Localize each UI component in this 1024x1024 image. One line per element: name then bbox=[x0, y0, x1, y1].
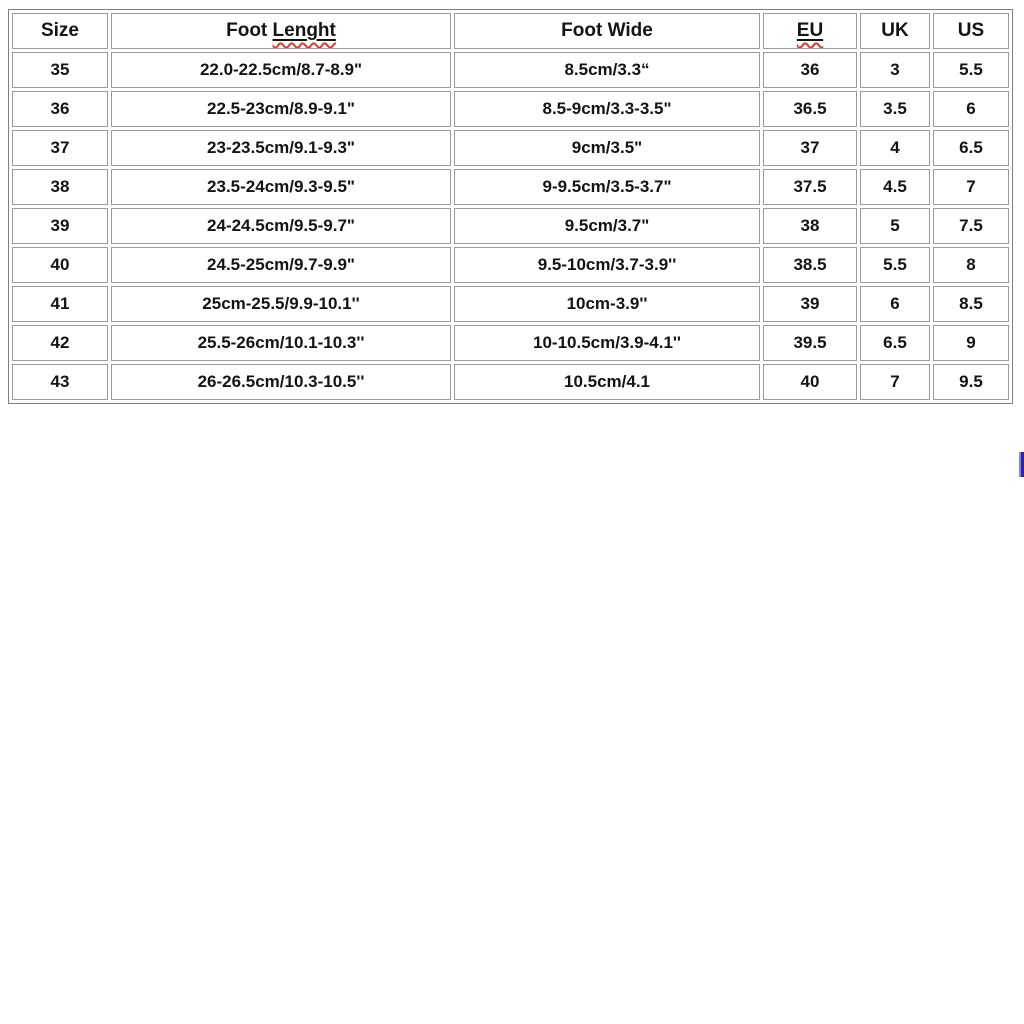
table-cell-foot-length: 23.5-24cm/9.3-9.5" bbox=[111, 169, 451, 205]
table-cell-size: 37 bbox=[12, 130, 108, 166]
table-cell-foot-length: 25cm-25.5/9.9-10.1'' bbox=[111, 286, 451, 322]
table-cell-uk: 5 bbox=[860, 208, 930, 244]
table-row: 41 25cm-25.5/9.9-10.1'' 10cm-3.9'' 39 6 8.5 bbox=[12, 286, 1009, 322]
table-cell-eu: 39 bbox=[763, 286, 857, 322]
table-cell-uk: 6.5 bbox=[860, 325, 930, 361]
column-header-us: US bbox=[933, 13, 1009, 49]
blue-edge-artifact bbox=[1019, 452, 1024, 477]
table-cell-foot-wide: 10cm-3.9'' bbox=[454, 286, 760, 322]
table-row: 39 24-24.5cm/9.5-9.7" 9.5cm/3.7" 38 5 7.5 bbox=[12, 208, 1009, 244]
table-cell-uk: 4.5 bbox=[860, 169, 930, 205]
table-cell-uk: 6 bbox=[860, 286, 930, 322]
table-cell-foot-length: 26-26.5cm/10.3-10.5'' bbox=[111, 364, 451, 400]
table-cell-foot-length: 22.5-23cm/8.9-9.1" bbox=[111, 91, 451, 127]
table-cell-foot-wide: 10.5cm/4.1 bbox=[454, 364, 760, 400]
table-cell-us: 7 bbox=[933, 169, 1009, 205]
table-cell-foot-wide: 9.5-10cm/3.7-3.9'' bbox=[454, 247, 760, 283]
table-cell-size: 41 bbox=[12, 286, 108, 322]
table-cell-eu: 37.5 bbox=[763, 169, 857, 205]
table-cell-us: 9 bbox=[933, 325, 1009, 361]
size-table-body: 35 22.0-22.5cm/8.7-8.9" 8.5cm/3.3“ 36 3 5.5 36… bbox=[12, 52, 1009, 400]
header-row: Size Foot Lenght Foot Wide EU UK US bbox=[12, 13, 1009, 49]
table-row: 36 22.5-23cm/8.9-9.1" 8.5-9cm/3.3-3.5" 36.5… bbox=[12, 91, 1009, 127]
table-cell-uk: 5.5 bbox=[860, 247, 930, 283]
table-cell-us: 6 bbox=[933, 91, 1009, 127]
column-header-foot-length: Foot Lenght bbox=[111, 13, 451, 49]
size-chart-table: Size Foot Lenght Foot Wide EU UK US 35 22… bbox=[8, 9, 1013, 404]
table-cell-size: 36 bbox=[12, 91, 108, 127]
table-cell-eu: 36 bbox=[763, 52, 857, 88]
table-cell-foot-length: 23-23.5cm/9.1-9.3" bbox=[111, 130, 451, 166]
column-header-uk: UK bbox=[860, 13, 930, 49]
table-cell-size: 35 bbox=[12, 52, 108, 88]
table-cell-eu: 40 bbox=[763, 364, 857, 400]
table-cell-us: 8 bbox=[933, 247, 1009, 283]
column-header-eu: EU bbox=[763, 13, 857, 49]
table-cell-foot-wide: 9-9.5cm/3.5-3.7" bbox=[454, 169, 760, 205]
table-cell-size: 43 bbox=[12, 364, 108, 400]
table-cell-eu: 39.5 bbox=[763, 325, 857, 361]
table-cell-uk: 7 bbox=[860, 364, 930, 400]
table-cell-foot-wide: 10-10.5cm/3.9-4.1'' bbox=[454, 325, 760, 361]
table-row: 43 26-26.5cm/10.3-10.5'' 10.5cm/4.1 40 7 9.5 bbox=[12, 364, 1009, 400]
header-foot-length-underline: Lenght bbox=[273, 20, 336, 41]
table-cell-foot-wide: 9.5cm/3.7" bbox=[454, 208, 760, 244]
column-header-foot-wide: Foot Wide bbox=[454, 13, 760, 49]
table-cell-foot-length: 25.5-26cm/10.1-10.3'' bbox=[111, 325, 451, 361]
table-cell-size: 40 bbox=[12, 247, 108, 283]
table-cell-foot-wide: 9cm/3.5" bbox=[454, 130, 760, 166]
table-cell-uk: 4 bbox=[860, 130, 930, 166]
table-cell-us: 8.5 bbox=[933, 286, 1009, 322]
header-foot-length-prefix: Foot bbox=[226, 20, 268, 41]
table-cell-foot-wide: 8.5cm/3.3“ bbox=[454, 52, 760, 88]
table-header: Size Foot Lenght Foot Wide EU UK US bbox=[12, 13, 1009, 49]
table-row: 37 23-23.5cm/9.1-9.3" 9cm/3.5" 37 4 6.5 bbox=[12, 130, 1009, 166]
table-row: 42 25.5-26cm/10.1-10.3'' 10-10.5cm/3.9-4.1… bbox=[12, 325, 1009, 361]
header-eu-underline: EU bbox=[797, 20, 823, 41]
table-cell-eu: 37 bbox=[763, 130, 857, 166]
table-cell-foot-wide: 8.5-9cm/3.3-3.5" bbox=[454, 91, 760, 127]
table-cell-eu: 36.5 bbox=[763, 91, 857, 127]
table-row: 40 24.5-25cm/9.7-9.9" 9.5-10cm/3.7-3.9'' 38… bbox=[12, 247, 1009, 283]
table-cell-foot-length: 22.0-22.5cm/8.7-8.9" bbox=[111, 52, 451, 88]
misspelled-word-eu: EU bbox=[796, 20, 824, 41]
table-cell-foot-length: 24-24.5cm/9.5-9.7" bbox=[111, 208, 451, 244]
column-header-size: Size bbox=[12, 13, 108, 49]
table-cell-size: 38 bbox=[12, 169, 108, 205]
table-cell-eu: 38 bbox=[763, 208, 857, 244]
table-cell-us: 9.5 bbox=[933, 364, 1009, 400]
table-row: 35 22.0-22.5cm/8.7-8.9" 8.5cm/3.3“ 36 3 5.5 bbox=[12, 52, 1009, 88]
table-cell-uk: 3 bbox=[860, 52, 930, 88]
table-cell-size: 42 bbox=[12, 325, 108, 361]
table-cell-uk: 3.5 bbox=[860, 91, 930, 127]
table-cell-eu: 38.5 bbox=[763, 247, 857, 283]
table-cell-us: 7.5 bbox=[933, 208, 1009, 244]
table-row: 38 23.5-24cm/9.3-9.5" 9-9.5cm/3.5-3.7" 37.5… bbox=[12, 169, 1009, 205]
table-cell-us: 5.5 bbox=[933, 52, 1009, 88]
table-cell-us: 6.5 bbox=[933, 130, 1009, 166]
misspelled-word-lenght: Lenght bbox=[272, 20, 336, 41]
table-cell-foot-length: 24.5-25cm/9.7-9.9" bbox=[111, 247, 451, 283]
table-cell-size: 39 bbox=[12, 208, 108, 244]
